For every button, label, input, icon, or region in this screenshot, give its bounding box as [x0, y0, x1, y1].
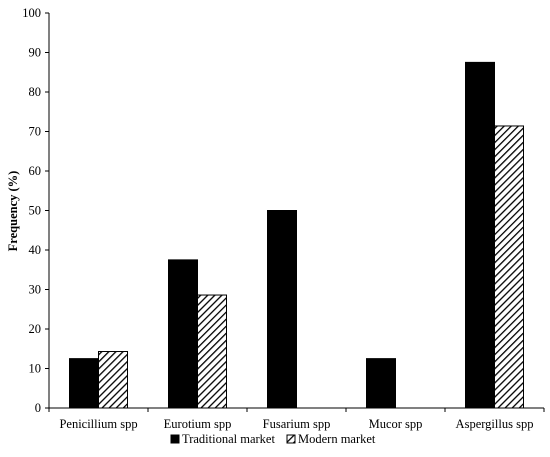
legend-label: Traditional market: [182, 432, 275, 446]
legend-swatch: [286, 434, 296, 444]
y-tick-label: 60: [29, 164, 42, 178]
bar-traditional: [366, 358, 396, 409]
bar-modern: [494, 125, 524, 409]
x-tick-label: Fusarium spp: [263, 417, 331, 431]
y-axis-label: Frequency (%): [6, 171, 20, 252]
y-tick-label: 80: [29, 85, 42, 99]
bars: [69, 61, 524, 409]
bar-traditional: [267, 210, 297, 409]
x-tick-label: Mucor spp: [369, 417, 423, 431]
x-tick-label: Aspergillus spp: [456, 417, 534, 431]
bar-modern: [197, 294, 227, 409]
y-tick-label: 90: [29, 46, 42, 60]
y-axis-ticks: 0 10 20 30 40 50 60 70 80 90 100: [22, 6, 49, 415]
y-tick-label: 70: [29, 125, 42, 139]
legend-label: Modern market: [298, 432, 376, 446]
y-tick-label: 10: [29, 362, 42, 376]
y-tick-label: 30: [29, 283, 42, 297]
x-tick-label: Penicillium spp: [59, 417, 137, 431]
x-tick-label: Eurotium spp: [164, 417, 232, 431]
bar-traditional: [69, 358, 99, 409]
y-tick-label: 100: [22, 6, 41, 20]
y-tick-label: 0: [35, 401, 41, 415]
y-tick-label: 50: [29, 204, 42, 218]
x-axis-ticks: Penicillium spp Eurotium spp Fusarium spp M…: [48, 408, 545, 431]
bar-traditional: [465, 61, 495, 409]
y-tick-label: 20: [29, 322, 42, 336]
bar-modern: [98, 351, 128, 409]
legend-swatch: [170, 434, 180, 444]
y-tick-label: 40: [29, 243, 42, 257]
bar-traditional: [168, 259, 198, 409]
legend: Traditional market Modern market: [170, 432, 376, 446]
